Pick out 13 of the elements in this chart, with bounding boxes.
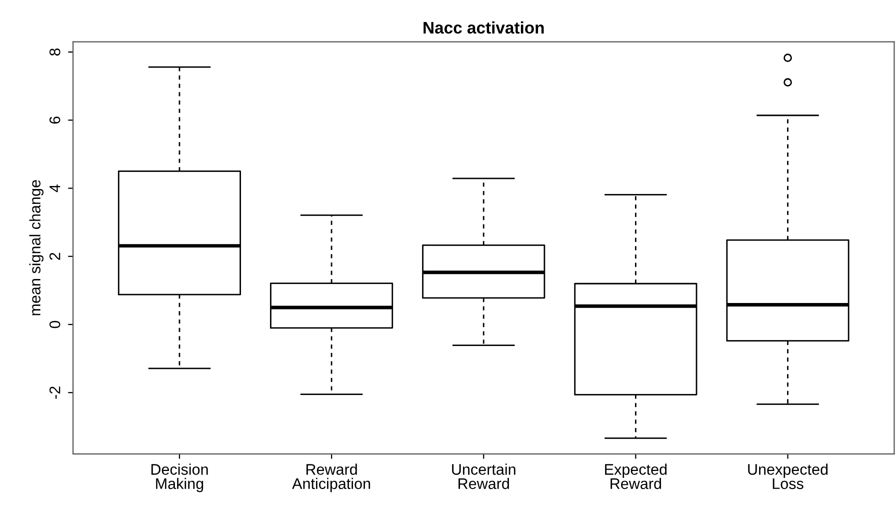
x-tick-label: Expected Reward (605, 464, 667, 490)
chart-title: Nacc activation (424, 21, 544, 34)
y-tick-label: 2 (49, 252, 60, 260)
y-tick-label: -2 (49, 386, 60, 399)
x-tick-label: Unexpected Loss (748, 464, 828, 490)
y-tick-label: 8 (49, 48, 60, 56)
y-tick-label: 4 (50, 184, 60, 192)
x-tick-label: Uncertain Reward (452, 464, 516, 490)
y-tick-label: 0 (49, 320, 60, 328)
y-axis-title: mean signal change (29, 180, 44, 316)
x-tick-label: Decision Making (151, 464, 208, 492)
y-tick-label: 6 (49, 116, 60, 124)
x-tick-label: Reward Anticipation (292, 464, 370, 492)
